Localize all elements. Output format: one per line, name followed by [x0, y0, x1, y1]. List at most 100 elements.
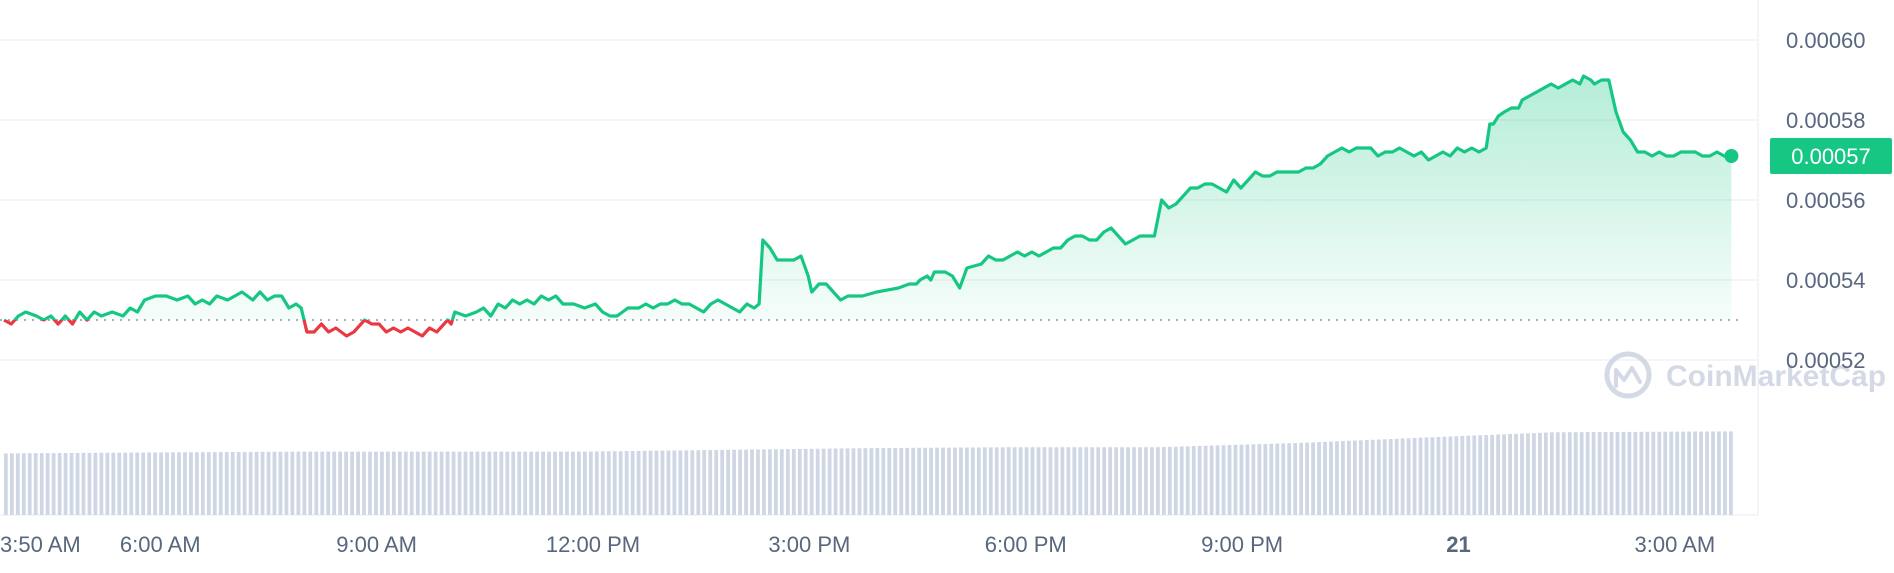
volume-bar [499, 451, 504, 515]
volume-bar [1281, 443, 1286, 515]
volume-bar [141, 452, 146, 515]
volume-bar [1215, 445, 1220, 515]
volume-bar [189, 452, 193, 515]
volume-bar [1424, 437, 1429, 515]
volume-bar [827, 448, 832, 515]
volume-bar [242, 451, 247, 515]
volume-bar [660, 450, 665, 515]
x-tick-label: 3:50 AM [0, 532, 81, 557]
volume-bar [577, 451, 581, 515]
volume-bar [1347, 440, 1351, 515]
volume-bar [1179, 446, 1184, 515]
volume-bar [726, 449, 731, 515]
volume-bar [779, 449, 784, 515]
volume-bar [1114, 447, 1118, 515]
volume-bar [606, 451, 611, 515]
volume-bar [1299, 442, 1304, 515]
volume-bar [1269, 443, 1274, 515]
volume-bar [744, 449, 748, 515]
volume-bar [1197, 445, 1202, 515]
volume-bar [177, 452, 181, 515]
volume-bar [1729, 431, 1733, 515]
volume-bar [1173, 446, 1178, 515]
volume-bar [457, 451, 462, 515]
volume-bar [1412, 437, 1417, 515]
volume-bar [976, 447, 981, 515]
volume-bar [1466, 435, 1471, 515]
x-tick-label: 3:00 AM [1635, 532, 1716, 557]
volume-bar [1669, 431, 1674, 515]
volume-bars [4, 431, 1733, 515]
current-price-label: 0.00057 [1791, 144, 1871, 169]
volume-bar [1418, 437, 1423, 515]
volume-bar [487, 451, 492, 515]
volume-bar [1633, 431, 1638, 515]
x-tick-label: 12:00 PM [546, 532, 640, 557]
volume-bar [1681, 431, 1686, 515]
volume-bar [1311, 442, 1315, 515]
volume-bar [618, 451, 623, 515]
volume-bar [636, 450, 641, 515]
volume-bar [1532, 433, 1536, 515]
volume-bar [356, 451, 360, 515]
watermark-text: CoinMarketCap [1666, 360, 1886, 393]
volume-bar [129, 452, 134, 515]
volume-bar [654, 450, 659, 515]
volume-bar [1543, 432, 1548, 515]
volume-bar [111, 452, 116, 515]
volume-bar [1060, 447, 1065, 515]
volume-bar [69, 452, 74, 515]
volume-bar [481, 451, 486, 515]
volume-bar [493, 451, 498, 515]
volume-bar [773, 449, 778, 515]
volume-bar [893, 447, 898, 515]
volume-bar [1430, 437, 1435, 515]
volume-bar [1233, 444, 1238, 515]
volume-bar [690, 450, 695, 515]
current-price-dot[interactable] [1724, 149, 1739, 163]
volume-bar [1585, 432, 1590, 515]
volume-bar [702, 450, 707, 515]
volume-bar [1078, 447, 1083, 515]
volume-bar [75, 452, 80, 515]
volume-bar [953, 447, 957, 515]
volume-bar [195, 452, 199, 515]
volume-bar [1609, 431, 1614, 515]
volume-bar [887, 447, 892, 515]
volume-bar [809, 448, 814, 515]
volume-bar [696, 450, 701, 515]
price-line-up [4, 74, 1732, 320]
volume-bar [1561, 432, 1566, 515]
volume-bar [1705, 431, 1709, 515]
volume-bar [785, 449, 790, 515]
volume-bar [1030, 447, 1035, 515]
volume-bar [1102, 447, 1107, 515]
volume-bar [1191, 446, 1196, 515]
volume-bar [1156, 447, 1160, 515]
volume-bar [212, 452, 217, 515]
volume-bar [529, 451, 534, 515]
volume-bar [565, 451, 569, 515]
volume-bar [1699, 431, 1703, 515]
volume-bar [1472, 435, 1477, 515]
volume-bar [123, 452, 128, 515]
volume-bar [803, 448, 808, 515]
volume-bar [1657, 431, 1662, 515]
volume-bar [391, 451, 396, 515]
volume-bar [200, 452, 205, 515]
volume-bar [1478, 435, 1483, 515]
volume-bar [1639, 431, 1644, 515]
volume-bar [475, 451, 480, 515]
volume-bar [1167, 446, 1172, 515]
volume-bar [4, 453, 8, 515]
volume-bar [1161, 447, 1166, 515]
volume-bar [600, 451, 605, 515]
volume-bar [994, 447, 999, 515]
current-price-badge: 0.00057 [1770, 138, 1892, 174]
volume-bar [397, 451, 402, 515]
volume-bar [1066, 447, 1071, 515]
volume-bar [1305, 442, 1310, 515]
volume-bar [720, 449, 725, 515]
volume-bar [1209, 445, 1214, 515]
